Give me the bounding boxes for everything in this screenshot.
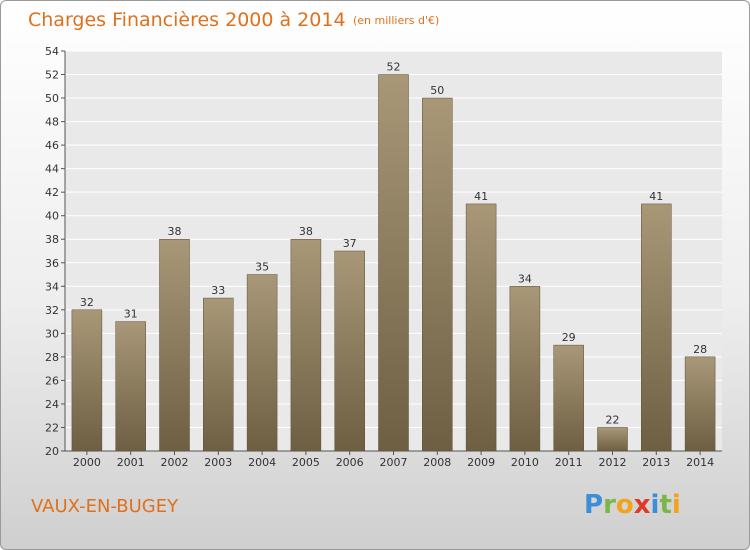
x-tick-label-2010: 2010 bbox=[511, 456, 539, 469]
y-tick-label: 28 bbox=[45, 351, 59, 364]
chart-title: Charges Financières 2000 à 2014 bbox=[28, 9, 346, 31]
bar-2004 bbox=[246, 274, 278, 452]
bar-2013 bbox=[641, 203, 672, 452]
y-tick-label: 48 bbox=[45, 116, 59, 129]
y-tick-label: 52 bbox=[45, 69, 59, 82]
y-tick-label: 36 bbox=[45, 257, 59, 270]
x-tick-label-2003: 2003 bbox=[204, 456, 232, 469]
bar-2000 bbox=[71, 309, 103, 452]
value-label-2003: 33 bbox=[211, 284, 225, 297]
bar-2001 bbox=[115, 321, 146, 452]
value-label-2007: 52 bbox=[387, 61, 401, 74]
y-tick-label: 30 bbox=[45, 327, 59, 340]
bar-2009 bbox=[465, 203, 497, 452]
y-tick-label: 22 bbox=[45, 421, 59, 434]
value-label-2008: 50 bbox=[430, 84, 444, 97]
value-label-2004: 35 bbox=[255, 261, 269, 274]
value-label-2001: 31 bbox=[124, 308, 138, 321]
bar-2011 bbox=[553, 344, 584, 452]
bar-2010 bbox=[509, 286, 541, 452]
x-tick-label-2006: 2006 bbox=[336, 456, 364, 469]
value-label-2000: 32 bbox=[80, 296, 94, 309]
x-tick-label-2001: 2001 bbox=[117, 456, 145, 469]
x-tick-label-2009: 2009 bbox=[467, 456, 495, 469]
value-label-2011: 29 bbox=[562, 331, 576, 344]
bar-2008 bbox=[422, 97, 453, 452]
value-label-2009: 41 bbox=[474, 190, 488, 203]
y-tick-label: 46 bbox=[45, 139, 59, 152]
x-tick-label-2008: 2008 bbox=[423, 456, 451, 469]
x-tick-label-2005: 2005 bbox=[292, 456, 320, 469]
x-tick-label-2014: 2014 bbox=[686, 456, 714, 469]
bar-2002 bbox=[159, 238, 190, 452]
value-label-2010: 34 bbox=[518, 272, 532, 285]
value-label-2002: 38 bbox=[168, 225, 182, 238]
bar-2005 bbox=[290, 238, 322, 452]
x-tick-label-2012: 2012 bbox=[599, 456, 627, 469]
value-label-2005: 38 bbox=[299, 225, 313, 238]
value-label-2013: 41 bbox=[649, 190, 663, 203]
bar-2003 bbox=[203, 297, 234, 452]
y-tick-label: 24 bbox=[45, 398, 59, 411]
x-tick-label-2013: 2013 bbox=[642, 456, 670, 469]
bar-2006 bbox=[334, 250, 365, 452]
y-tick-label: 54 bbox=[45, 45, 59, 58]
bar-2007 bbox=[378, 74, 409, 452]
value-label-2014: 28 bbox=[693, 343, 707, 356]
commune-name: VAUX-EN-BUGEY bbox=[31, 496, 179, 517]
y-tick-label: 40 bbox=[45, 210, 59, 223]
x-tick-label-2011: 2011 bbox=[555, 456, 583, 469]
bar-2012 bbox=[597, 427, 628, 452]
y-tick-label: 42 bbox=[45, 186, 59, 199]
y-tick-label: 50 bbox=[45, 92, 59, 105]
y-tick-label: 44 bbox=[45, 163, 59, 176]
x-tick-label-2004: 2004 bbox=[248, 456, 276, 469]
y-tick-label: 32 bbox=[45, 304, 59, 317]
y-tick-label: 20 bbox=[45, 445, 59, 458]
chart-unit-note: (en milliers d'€) bbox=[353, 14, 440, 27]
x-tick-label-2002: 2002 bbox=[161, 456, 189, 469]
proxiti-logo[interactable]: Proxiti bbox=[584, 490, 681, 520]
y-tick-label: 26 bbox=[45, 374, 59, 387]
value-label-2006: 37 bbox=[343, 237, 357, 250]
value-label-2012: 22 bbox=[606, 413, 620, 426]
y-tick-label: 38 bbox=[45, 233, 59, 246]
bar-2014 bbox=[684, 356, 716, 452]
x-tick-label-2000: 2000 bbox=[73, 456, 101, 469]
y-tick-label: 34 bbox=[45, 280, 59, 293]
x-tick-label-2007: 2007 bbox=[380, 456, 408, 469]
